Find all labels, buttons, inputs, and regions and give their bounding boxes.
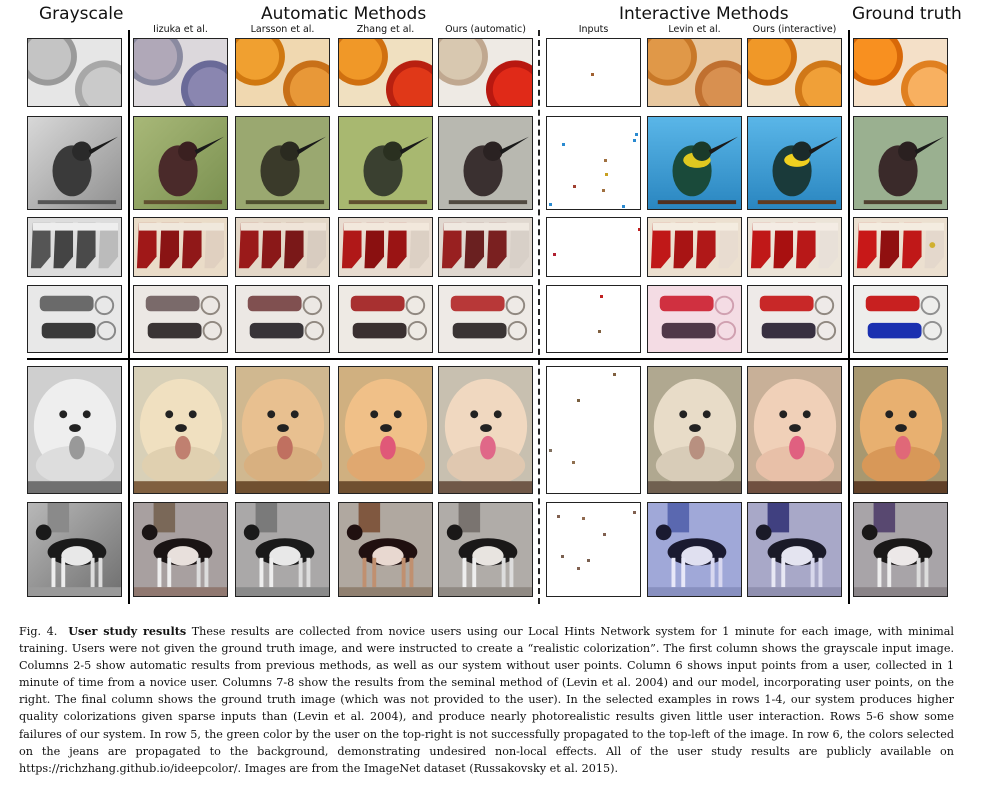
col-label-ours-interactive: Ours (interactive) bbox=[752, 24, 837, 35]
cell-r5-larsson bbox=[235, 366, 330, 494]
cell-r5-zhang bbox=[338, 366, 433, 494]
cell-r1-ours-automatic bbox=[438, 38, 533, 107]
cell-r6-levin bbox=[647, 502, 742, 597]
cell-r2-inputs bbox=[546, 116, 641, 210]
cell-r2-grayscale bbox=[27, 116, 122, 210]
cell-r4-grayscale bbox=[27, 285, 122, 353]
figure-caption: Fig. 4. User study results These results… bbox=[19, 623, 954, 777]
cell-r6-ours-automatic bbox=[438, 502, 533, 597]
cell-r1-iizuka bbox=[133, 38, 228, 107]
cell-r5-inputs bbox=[546, 366, 641, 494]
cell-r5-grayscale bbox=[27, 366, 122, 494]
cell-r1-grayscale bbox=[27, 38, 122, 107]
header-ground-truth: Ground truth bbox=[852, 4, 962, 24]
cell-r5-levin bbox=[647, 366, 742, 494]
col-label-inputs: Inputs bbox=[578, 24, 609, 35]
caption-body: These results are collected from novice … bbox=[19, 625, 954, 775]
cell-r3-levin bbox=[647, 217, 742, 277]
col-label-zhang: Zhang et al. bbox=[356, 24, 415, 35]
cell-r6-larsson bbox=[235, 502, 330, 597]
cell-r6-ours-interactive bbox=[747, 502, 842, 597]
cell-r6-ground-truth bbox=[853, 502, 948, 597]
separator-ground-truth bbox=[848, 30, 850, 604]
cell-r3-grayscale bbox=[27, 217, 122, 277]
cell-r3-ours-interactive bbox=[747, 217, 842, 277]
header-automatic-methods: Automatic Methods bbox=[261, 4, 427, 24]
cell-r3-zhang bbox=[338, 217, 433, 277]
cell-r2-ours-interactive bbox=[747, 116, 842, 210]
cell-r5-ours-automatic bbox=[438, 366, 533, 494]
header-interactive-methods: Interactive Methods bbox=[619, 4, 789, 24]
header-grayscale: Grayscale bbox=[39, 4, 124, 24]
cell-r3-iizuka bbox=[133, 217, 228, 277]
cell-r1-levin bbox=[647, 38, 742, 107]
cell-r1-ground-truth bbox=[853, 38, 948, 107]
cell-r3-larsson bbox=[235, 217, 330, 277]
cell-r6-grayscale bbox=[27, 502, 122, 597]
cell-r3-inputs bbox=[546, 217, 641, 277]
cell-r4-iizuka bbox=[133, 285, 228, 353]
col-label-levin: Levin et al. bbox=[668, 24, 721, 35]
cell-r6-iizuka bbox=[133, 502, 228, 597]
cell-r3-ours-automatic bbox=[438, 217, 533, 277]
separator-automatic-interactive bbox=[538, 30, 540, 604]
cell-r4-ground-truth bbox=[853, 285, 948, 353]
cell-r2-levin bbox=[647, 116, 742, 210]
cell-r1-ours-interactive bbox=[747, 38, 842, 107]
cell-r4-levin bbox=[647, 285, 742, 353]
cell-r6-inputs bbox=[546, 502, 641, 597]
cell-r2-zhang bbox=[338, 116, 433, 210]
cell-r4-ours-automatic bbox=[438, 285, 533, 353]
cell-r2-larsson bbox=[235, 116, 330, 210]
cell-r4-zhang bbox=[338, 285, 433, 353]
caption-title: User study results bbox=[68, 624, 187, 638]
col-label-ours-automatic: Ours (automatic) bbox=[445, 24, 526, 35]
cell-r1-inputs bbox=[546, 38, 641, 107]
cell-r2-iizuka bbox=[133, 116, 228, 210]
separator-grayscale bbox=[128, 30, 130, 604]
separator-failure-rows bbox=[27, 358, 948, 360]
caption-figure-number: Fig. 4. bbox=[19, 625, 58, 638]
cell-r5-ground-truth bbox=[853, 366, 948, 494]
cell-r1-larsson bbox=[235, 38, 330, 107]
cell-r4-inputs bbox=[546, 285, 641, 353]
col-label-iizuka: Iizuka et al. bbox=[153, 24, 208, 35]
cell-r5-ours-interactive bbox=[747, 366, 842, 494]
cell-r1-zhang bbox=[338, 38, 433, 107]
cell-r5-iizuka bbox=[133, 366, 228, 494]
cell-r2-ground-truth bbox=[853, 116, 948, 210]
cell-r4-ours-interactive bbox=[747, 285, 842, 353]
cell-r3-ground-truth bbox=[853, 217, 948, 277]
col-label-larsson: Larsson et al. bbox=[250, 24, 315, 35]
cell-r6-zhang bbox=[338, 502, 433, 597]
cell-r4-larsson bbox=[235, 285, 330, 353]
cell-r2-ours-automatic bbox=[438, 116, 533, 210]
